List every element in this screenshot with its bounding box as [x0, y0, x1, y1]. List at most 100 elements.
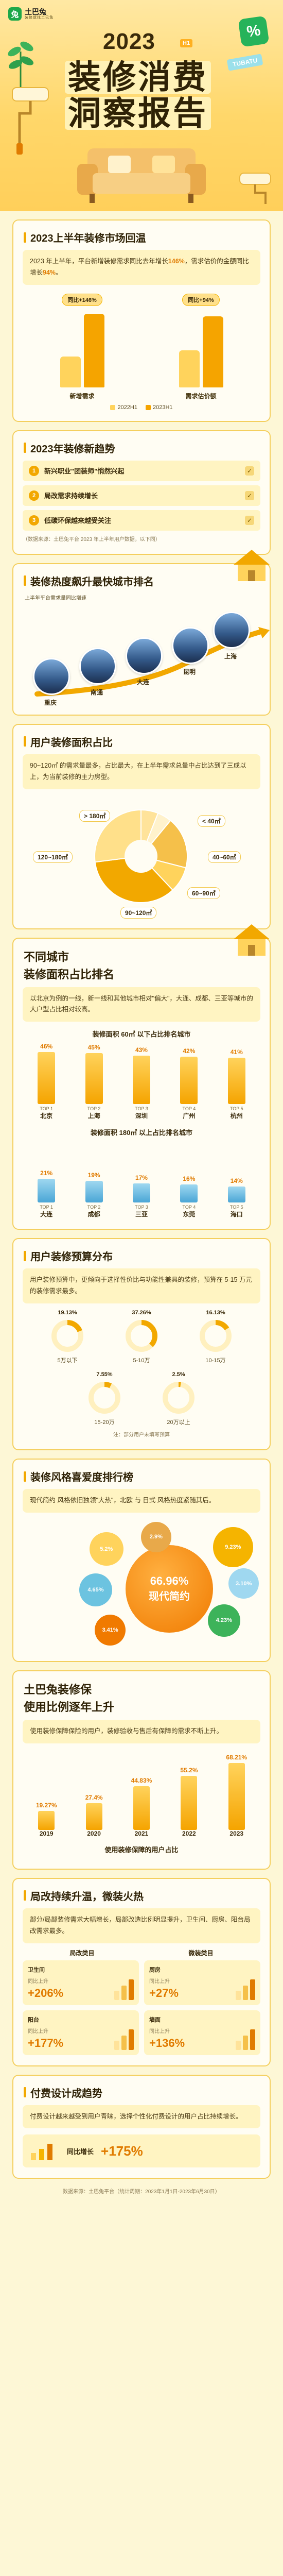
style-bubble: 3.41%	[95, 1614, 126, 1646]
cities-caption: 上半年平台需求量同比增速	[25, 595, 86, 601]
stat-value: +27%	[149, 1986, 179, 1999]
report-year: 2023	[103, 29, 155, 54]
style-section: 装修风格喜爱度排行榜 现代简约 风格依旧独领"大热"，北欧 与 日式 风格热度紧…	[0, 1459, 283, 1662]
budget-rings: 19.13% 5万以下 37.26% 5-10万 16.13% 10-15万 7.55% 15…	[23, 1310, 260, 1426]
house-icon	[234, 549, 270, 581]
big-area-chart: 21% TOP 1 大连 19% TOP 2 成都 17% TOP 3 三亚 16% TOP 4 东莞…	[23, 1141, 260, 1218]
city-name: 杭州	[230, 1112, 243, 1120]
pie-label: 40~60㎡	[208, 851, 241, 863]
small-area-chart: 46% TOP 1 北京 45% TOP 2 上海 43% TOP 3 深圳 42% TOP 4 广州…	[23, 1043, 260, 1120]
city-pct: 21%	[40, 1170, 53, 1177]
pie-label: < 40㎡	[198, 815, 225, 827]
usage-year: 2023	[229, 1829, 244, 1837]
city-bar-item: 42% TOP 4 广州	[171, 1047, 207, 1120]
usage-pct: 68.21%	[226, 1754, 247, 1761]
stat-title: 厨房	[149, 1967, 161, 1973]
ring-fill	[126, 1320, 157, 1352]
plant-icon	[8, 41, 34, 88]
cities-chart: 重庆 南通 大连 昆明 上海	[23, 606, 270, 706]
budget-ring: 7.55% 15-20万	[74, 1371, 135, 1426]
budget-range: 5-10万	[133, 1358, 150, 1364]
paid-stat: 同比增长 +175%	[23, 2134, 260, 2168]
paint-roller-icon-2	[239, 173, 271, 204]
stat-card: 卫生间 同比上升 +206%	[23, 1960, 139, 2005]
trend-number: 1	[29, 465, 39, 476]
usage-bar-item: 44.83% 2021	[126, 1777, 157, 1837]
budget-ring: 19.13% 5万以下	[37, 1310, 98, 1364]
mini-bar-icon	[114, 2029, 134, 2050]
top-rank: TOP 1	[40, 1106, 54, 1112]
style-bubble: 5.2%	[90, 1532, 123, 1566]
style-bubble: 4.23%	[208, 1604, 240, 1637]
growth-badge: 同比+94%	[182, 293, 220, 306]
usage-bar	[85, 1803, 102, 1830]
footer-note: 数据来源：土巴兔平台（统计周期：2023年1月1日-2023年6月30日）	[63, 2189, 220, 2195]
style-bubble: 2.9%	[141, 1521, 171, 1552]
mini-bar	[114, 2040, 119, 2050]
main-style-pct: 66.96%	[150, 1574, 189, 1588]
top-rank: TOP 4	[182, 1106, 196, 1112]
style-bubble-chart: 66.96% 现代简约 9.23% 5.2% 4.65% 4.23% 3.41% 3.10% 2…	[23, 1517, 260, 1651]
area-pie-chart: > 180㎡ < 40㎡ 120~180㎡ 40~60㎡ 90~120㎡ 60~90㎡	[23, 794, 260, 919]
mini-bar-icon	[236, 1979, 255, 2000]
city-bar	[132, 1055, 150, 1105]
mini-bar	[243, 1985, 248, 2000]
trend-item: 1 新兴职业"团装师"悄然兴起 ✓	[23, 460, 260, 481]
city-bar	[180, 1056, 198, 1105]
market-bars	[60, 310, 104, 387]
stat-value: +136%	[149, 2036, 185, 2049]
style-pct: 2.9%	[149, 1534, 163, 1540]
brand-logo[interactable]: 兔 土巴兔 装修就找土巴兔	[8, 7, 54, 21]
city-pct: 16%	[183, 1175, 196, 1183]
city-name: 深圳	[135, 1112, 148, 1120]
city-name: 三亚	[135, 1211, 148, 1218]
percent-icon: %	[238, 15, 270, 47]
city-photo	[33, 657, 70, 695]
style-bubble: 9.23%	[213, 1527, 253, 1567]
city-area-intro: 以北京为例的一线，新一线和其他城市相对"偏大"，大连、成都、三亚等城市的大户型占…	[23, 987, 260, 1022]
usage-bar-item: 19.27% 2019	[31, 1802, 62, 1837]
budget-note: 注：部分用户未填写预算	[113, 1432, 170, 1438]
stat-label: 同比上升	[28, 1978, 48, 1985]
trend-item: 2 局改需求持续增长 ✓	[23, 485, 260, 506]
half-year-tag: H1	[180, 39, 193, 47]
city-name: 海口	[230, 1211, 243, 1218]
trend-number: 2	[29, 490, 39, 501]
stat-label: 同比上升	[28, 2028, 48, 2035]
city-name: 上海	[224, 652, 237, 660]
city-bar-item: 46% TOP 1 北京	[28, 1043, 64, 1120]
usage-bar-item: 27.4% 2020	[79, 1794, 110, 1837]
city-name: 南通	[91, 688, 103, 696]
usage-year: 2020	[87, 1829, 101, 1837]
sofa-icon	[77, 148, 206, 203]
budget-pct: 7.55%	[96, 1371, 113, 1378]
city-bar	[227, 1187, 245, 1203]
budget-ring: 37.26% 5-10万	[111, 1310, 172, 1364]
stat-title: 卫生间	[28, 1967, 45, 1973]
paid-section: 付费设计成趋势 付费设计越来越受到用户青睐，选择个性化付费设计的用户占比持续增长…	[0, 2074, 283, 2179]
style-pct: 5.2%	[100, 1546, 113, 1552]
budget-pct: 19.13%	[58, 1310, 77, 1316]
mini-bar	[121, 1985, 127, 2000]
pie-label: > 180㎡	[79, 809, 111, 822]
local-title: 局改持续升温，微装火热	[24, 1888, 260, 1903]
mini-bar	[243, 2035, 248, 2050]
city-bar	[85, 1053, 103, 1105]
budget-ring: 2.5% 20万以上	[148, 1371, 209, 1426]
stat-card: 墙面 同比上升 +136%	[144, 2010, 260, 2055]
main-style-name: 现代简约	[149, 1591, 190, 1603]
usage-title: 土巴兔装修保 使用比例逐年上升	[24, 1683, 115, 1714]
city-name: 广州	[183, 1112, 196, 1120]
city-pct: 45%	[87, 1044, 100, 1052]
city-bar	[85, 1181, 103, 1203]
stat-title: 墙面	[149, 2016, 161, 2023]
market-bars	[179, 310, 223, 387]
usage-year: 2022	[182, 1829, 196, 1837]
mini-bar	[121, 2035, 127, 2050]
usage-pct: 44.83%	[131, 1776, 152, 1784]
mini-bar-icon	[114, 1979, 134, 2000]
usage-bar-chart: 19.27% 2019 27.4% 2020 44.83% 2021 55.2% 2022 68…	[23, 1750, 260, 1837]
mini-bar-icon	[236, 2029, 255, 2050]
usage-year: 2021	[134, 1829, 149, 1837]
city-bar	[180, 1184, 198, 1203]
